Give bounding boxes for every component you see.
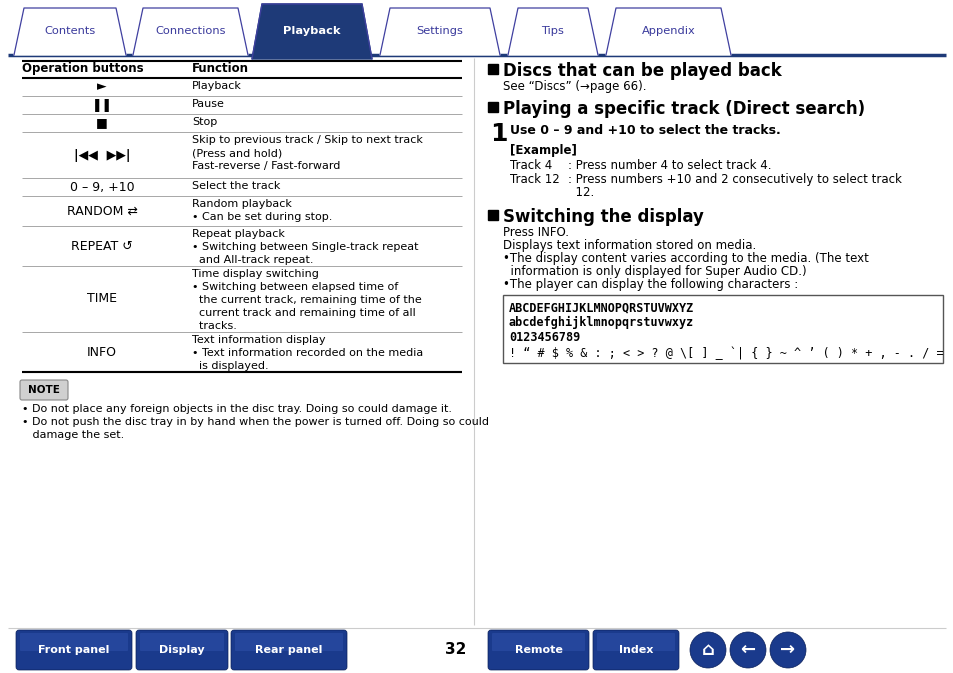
Text: • Do not place any foreign objects in the disc tray. Doing so could damage it.: • Do not place any foreign objects in th… bbox=[22, 404, 452, 414]
FancyBboxPatch shape bbox=[140, 633, 224, 651]
Text: INFO: INFO bbox=[87, 345, 117, 359]
Bar bbox=[488, 64, 497, 74]
Text: •The display content varies according to the media. (The text: •The display content varies according to… bbox=[502, 252, 868, 265]
Text: Display: Display bbox=[159, 645, 205, 655]
Text: Operation buttons: Operation buttons bbox=[22, 62, 144, 75]
Text: Appendix: Appendix bbox=[641, 26, 695, 36]
Text: RANDOM ⇄: RANDOM ⇄ bbox=[67, 205, 137, 217]
Text: Settings: Settings bbox=[416, 26, 463, 36]
Polygon shape bbox=[379, 8, 499, 55]
Circle shape bbox=[769, 632, 805, 668]
Text: 0 – 9, +10: 0 – 9, +10 bbox=[70, 180, 134, 194]
Polygon shape bbox=[507, 8, 598, 55]
FancyBboxPatch shape bbox=[492, 633, 584, 651]
Text: 12.: 12. bbox=[567, 186, 594, 199]
Polygon shape bbox=[132, 8, 248, 55]
Text: Contents: Contents bbox=[45, 26, 95, 36]
Text: Index: Index bbox=[618, 645, 653, 655]
Bar bbox=[488, 210, 497, 220]
Text: See “Discs” (→page 66).: See “Discs” (→page 66). bbox=[502, 80, 646, 93]
Text: →: → bbox=[780, 641, 795, 659]
Text: • Switching between Single-track repeat: • Switching between Single-track repeat bbox=[192, 242, 418, 252]
FancyBboxPatch shape bbox=[20, 380, 68, 400]
Text: abcdefghijklmnopqrstuvwxyz: abcdefghijklmnopqrstuvwxyz bbox=[509, 316, 694, 329]
Text: ABCDEFGHIJKLMNOPQRSTUVWXYZ: ABCDEFGHIJKLMNOPQRSTUVWXYZ bbox=[509, 301, 694, 314]
FancyBboxPatch shape bbox=[597, 633, 675, 651]
Text: and All-track repeat.: and All-track repeat. bbox=[192, 255, 314, 265]
Text: 32: 32 bbox=[445, 643, 466, 658]
Text: Fast-reverse / Fast-forward: Fast-reverse / Fast-forward bbox=[192, 161, 340, 171]
FancyBboxPatch shape bbox=[234, 633, 343, 651]
Text: REPEAT ↺: REPEAT ↺ bbox=[71, 240, 132, 252]
Text: Time display switching: Time display switching bbox=[192, 269, 318, 279]
FancyBboxPatch shape bbox=[20, 633, 128, 651]
Text: ⌂: ⌂ bbox=[700, 641, 714, 659]
Text: Playback: Playback bbox=[192, 81, 242, 91]
Text: Connections: Connections bbox=[155, 26, 226, 36]
Text: the current track, remaining time of the: the current track, remaining time of the bbox=[192, 295, 421, 305]
Text: ■: ■ bbox=[96, 116, 108, 129]
Circle shape bbox=[729, 632, 765, 668]
Text: •The player can display the following characters :: •The player can display the following ch… bbox=[502, 278, 798, 291]
Text: 1: 1 bbox=[490, 122, 507, 146]
FancyBboxPatch shape bbox=[231, 630, 347, 670]
Text: Skip to previous track / Skip to next track: Skip to previous track / Skip to next tr… bbox=[192, 135, 422, 145]
Polygon shape bbox=[605, 8, 730, 55]
Text: TIME: TIME bbox=[87, 293, 117, 306]
Text: [Example]: [Example] bbox=[510, 144, 577, 157]
Text: Discs that can be played back: Discs that can be played back bbox=[502, 62, 781, 80]
Text: ►: ► bbox=[97, 81, 107, 94]
Text: Use 0 – 9 and +10 to select the tracks.: Use 0 – 9 and +10 to select the tracks. bbox=[510, 124, 780, 137]
Text: ! “ # $ % & : ; < > ? @ \[ ] _ `| { } ~ ^ ’ ( ) * + , - . / =  (space): ! “ # $ % & : ; < > ? @ \[ ] _ `| { } ~ … bbox=[509, 346, 953, 359]
Text: Front panel: Front panel bbox=[38, 645, 110, 655]
FancyBboxPatch shape bbox=[488, 630, 588, 670]
Text: Select the track: Select the track bbox=[192, 181, 280, 191]
Text: Stop: Stop bbox=[192, 117, 217, 127]
Text: • Can be set during stop.: • Can be set during stop. bbox=[192, 212, 332, 222]
Circle shape bbox=[689, 632, 725, 668]
Text: • Switching between elapsed time of: • Switching between elapsed time of bbox=[192, 282, 397, 292]
Text: Playback: Playback bbox=[283, 26, 340, 36]
Text: Repeat playback: Repeat playback bbox=[192, 229, 285, 239]
Text: Remote: Remote bbox=[514, 645, 562, 655]
FancyBboxPatch shape bbox=[16, 630, 132, 670]
Text: Rear panel: Rear panel bbox=[255, 645, 322, 655]
FancyBboxPatch shape bbox=[593, 630, 679, 670]
Text: Switching the display: Switching the display bbox=[502, 208, 703, 226]
FancyBboxPatch shape bbox=[136, 630, 228, 670]
Text: damage the set.: damage the set. bbox=[22, 430, 124, 440]
Text: current track and remaining time of all: current track and remaining time of all bbox=[192, 308, 416, 318]
Text: Tips: Tips bbox=[541, 26, 564, 36]
Text: is displayed.: is displayed. bbox=[192, 361, 269, 371]
Text: tracks.: tracks. bbox=[192, 321, 236, 331]
Text: : Press numbers +10 and 2 consecutively to select track: : Press numbers +10 and 2 consecutively … bbox=[567, 173, 901, 186]
Text: Pause: Pause bbox=[192, 99, 225, 109]
Polygon shape bbox=[252, 4, 372, 59]
Text: ❚❚: ❚❚ bbox=[91, 98, 112, 112]
Text: ←: ← bbox=[740, 641, 755, 659]
Text: Text information display: Text information display bbox=[192, 335, 325, 345]
Bar bbox=[502, 295, 942, 363]
Text: 0123456789: 0123456789 bbox=[509, 331, 579, 344]
Text: Track 4: Track 4 bbox=[510, 159, 552, 172]
Text: : Press number 4 to select track 4.: : Press number 4 to select track 4. bbox=[567, 159, 771, 172]
Text: information is only displayed for Super Audio CD.): information is only displayed for Super … bbox=[502, 265, 806, 278]
Text: Displays text information stored on media.: Displays text information stored on medi… bbox=[502, 239, 756, 252]
Text: Function: Function bbox=[192, 62, 249, 75]
Text: • Do not push the disc tray in by hand when the power is turned off. Doing so co: • Do not push the disc tray in by hand w… bbox=[22, 417, 489, 427]
Text: Playing a specific track (Direct search): Playing a specific track (Direct search) bbox=[502, 100, 864, 118]
Bar bbox=[488, 102, 497, 112]
Text: Random playback: Random playback bbox=[192, 199, 292, 209]
Text: Press INFO.: Press INFO. bbox=[502, 226, 568, 239]
Polygon shape bbox=[14, 8, 126, 55]
Text: (Press and hold): (Press and hold) bbox=[192, 148, 282, 158]
Text: |◀◀  ▶▶|: |◀◀ ▶▶| bbox=[73, 149, 131, 162]
Text: • Text information recorded on the media: • Text information recorded on the media bbox=[192, 348, 423, 358]
Text: Track 12: Track 12 bbox=[510, 173, 559, 186]
Text: NOTE: NOTE bbox=[28, 385, 60, 395]
